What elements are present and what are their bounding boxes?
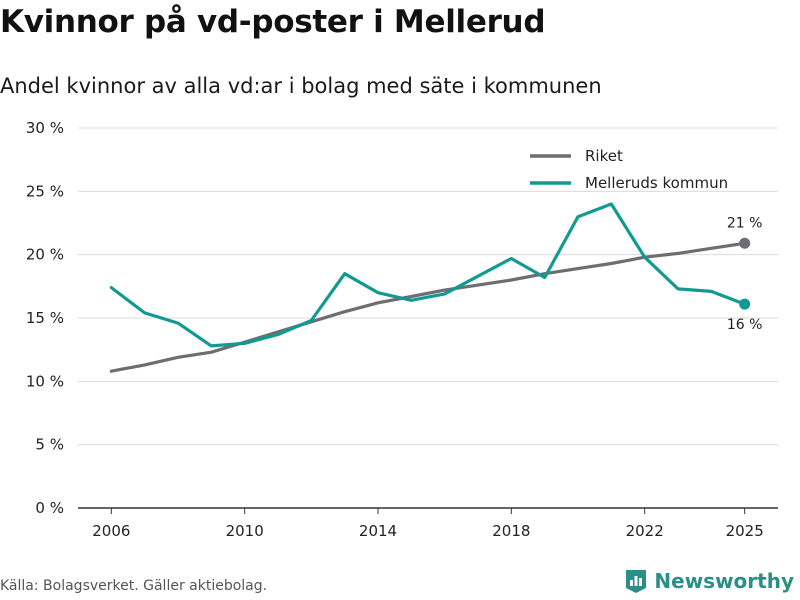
legend-label: Riket — [585, 147, 623, 165]
brand-logo: Newsworthy — [624, 568, 794, 594]
data-point — [705, 285, 717, 297]
x-tick-label: 2014 — [359, 522, 397, 540]
x-tick-label: 2006 — [92, 522, 130, 540]
series-line-riket — [109, 241, 747, 373]
y-axis-ticks: 0 % 5 % 10 % 15 % 20 % 25 % 30 % — [26, 119, 64, 517]
data-point — [139, 307, 151, 319]
data-point — [305, 315, 317, 327]
chart-subtitle: Andel kvinnor av alla vd:ar i bolag med … — [0, 74, 602, 98]
data-point — [472, 270, 484, 282]
data-point — [105, 282, 117, 294]
x-tick-label: 2025 — [726, 522, 764, 540]
data-point — [339, 306, 351, 318]
data-point — [339, 268, 351, 280]
data-point — [172, 351, 184, 363]
data-point — [405, 294, 417, 306]
x-tick-label: 2018 — [492, 522, 530, 540]
y-tick-label: 25 % — [26, 182, 64, 200]
data-point — [572, 211, 584, 223]
y-tick-label: 15 % — [26, 309, 64, 327]
data-point — [272, 328, 284, 340]
data-point — [605, 198, 617, 210]
x-tick-label: 2010 — [226, 522, 264, 540]
data-point — [439, 288, 451, 300]
data-point — [639, 251, 651, 263]
y-tick-label: 5 % — [35, 436, 64, 454]
data-point — [605, 258, 617, 270]
x-axis-ticks: 2006 2010 2014 2018 2022 2025 — [92, 508, 764, 540]
data-point — [239, 337, 251, 349]
data-point — [139, 359, 151, 371]
y-tick-label: 20 % — [26, 246, 64, 264]
end-marker — [739, 298, 751, 310]
brand-name: Newsworthy — [654, 569, 794, 593]
data-point — [372, 287, 384, 299]
source-note: Källa: Bolagsverket. Gäller aktiebolag. — [0, 578, 268, 594]
newsworthy-logo-icon — [626, 570, 647, 593]
x-tick-label: 2022 — [626, 522, 664, 540]
chart-title: Kvinnor på vd-poster i Mellerud — [0, 4, 546, 40]
y-tick-label: 0 % — [35, 499, 64, 517]
data-point — [539, 271, 551, 283]
data-point — [205, 340, 217, 352]
data-point — [672, 283, 684, 295]
y-tick-label: 30 % — [26, 119, 64, 137]
legend-label: Melleruds kommun — [585, 174, 728, 192]
data-point — [505, 252, 517, 264]
legend: Riket Melleruds kommun — [530, 147, 728, 192]
end-markers: 21 % 16 % — [727, 215, 763, 333]
data-point — [505, 274, 517, 286]
data-point — [705, 242, 717, 254]
data-point — [105, 365, 117, 377]
data-point — [172, 317, 184, 329]
end-value-label: 16 % — [727, 317, 763, 333]
end-marker — [739, 237, 751, 249]
series-line-mellerud — [109, 202, 747, 348]
y-tick-label: 10 % — [26, 372, 64, 390]
data-point — [672, 247, 684, 259]
series-lines — [105, 198, 747, 377]
data-point — [572, 263, 584, 275]
end-value-label: 21 % — [727, 215, 763, 231]
